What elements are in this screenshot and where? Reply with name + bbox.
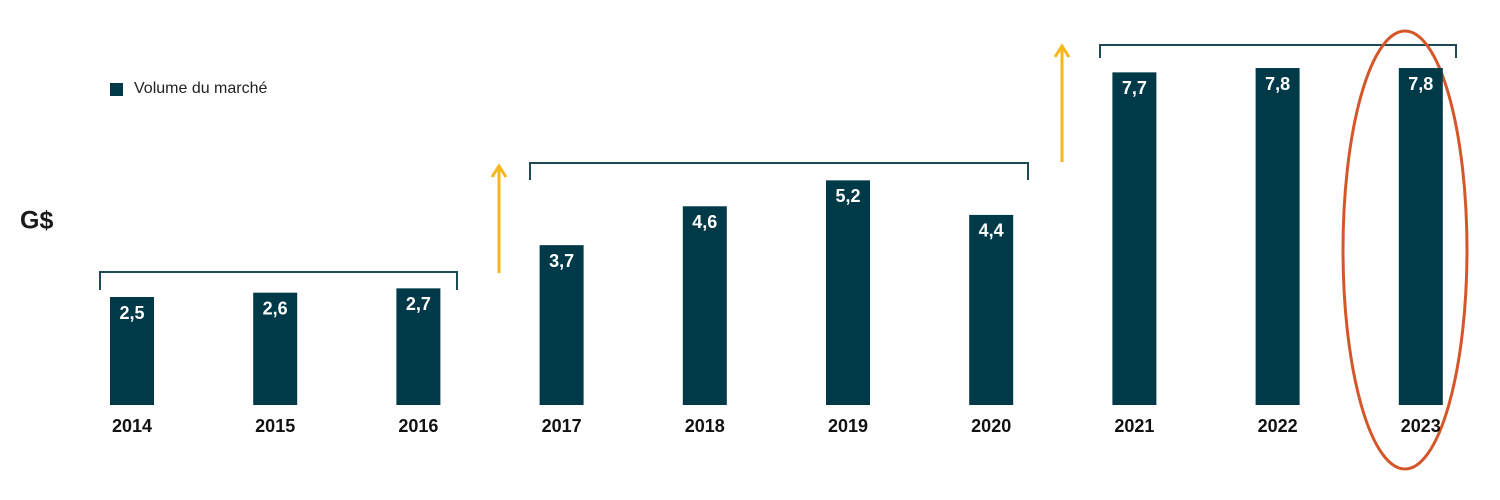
value-label: 2,7 (406, 294, 431, 314)
value-label: 5,2 (835, 186, 860, 206)
bar (826, 180, 870, 405)
highlight-ellipse (1341, 29, 1469, 471)
value-label: 3,7 (549, 251, 574, 271)
bar (1255, 68, 1300, 405)
x-tick-label: 2020 (971, 416, 1011, 436)
x-tick-label: 2014 (112, 416, 152, 436)
bar (396, 288, 441, 405)
growth-arrow (490, 163, 508, 273)
x-tick-label: 2016 (398, 416, 438, 436)
bar (1112, 72, 1157, 406)
x-tick-label: 2023 (1401, 416, 1441, 436)
bar (1398, 68, 1443, 405)
bar (682, 206, 727, 405)
value-label: 7,7 (1122, 78, 1147, 98)
legend-swatch (110, 83, 123, 96)
x-tick-label: 2019 (828, 416, 868, 436)
value-label: 7,8 (1408, 74, 1433, 94)
value-label: 4,6 (692, 212, 717, 232)
legend-label: Volume du marché (134, 80, 268, 97)
x-tick-label: 2021 (1114, 416, 1154, 436)
bar (110, 297, 154, 405)
bar (969, 214, 1014, 405)
bar (253, 292, 298, 405)
value-label: 4,4 (979, 221, 1004, 241)
x-tick-label: 2017 (542, 416, 582, 436)
x-tick-label: 2022 (1258, 416, 1298, 436)
x-tick-label: 2015 (255, 416, 295, 436)
bar (539, 245, 584, 405)
value-label: 2,6 (263, 298, 288, 318)
bracket (529, 162, 1029, 180)
x-tick-label: 2018 (685, 416, 725, 436)
growth-arrow (1053, 43, 1071, 162)
value-label: 2,5 (119, 303, 144, 323)
y-axis-label: G$ (20, 207, 53, 235)
bracket (99, 271, 458, 290)
bracket (1099, 44, 1457, 58)
value-label: 7,8 (1265, 74, 1290, 94)
